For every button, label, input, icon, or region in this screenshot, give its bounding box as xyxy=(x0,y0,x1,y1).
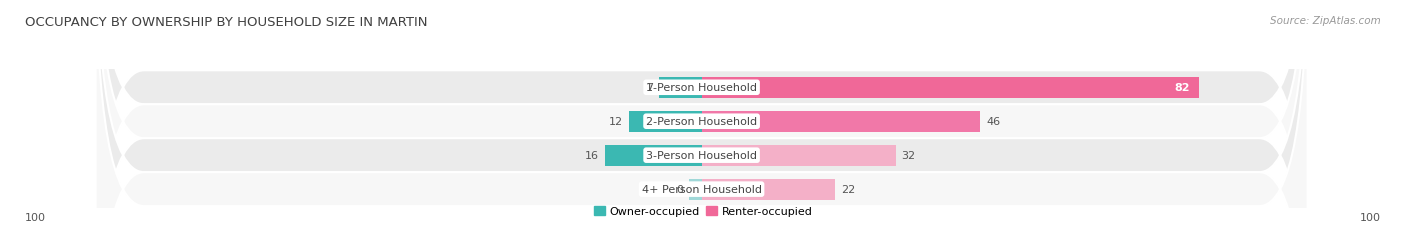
Bar xyxy=(702,77,1198,98)
Text: 12: 12 xyxy=(609,117,623,127)
Bar xyxy=(702,179,835,200)
Text: OCCUPANCY BY OWNERSHIP BY HOUSEHOLD SIZE IN MARTIN: OCCUPANCY BY OWNERSHIP BY HOUSEHOLD SIZE… xyxy=(25,16,427,29)
Text: 1-Person Household: 1-Person Household xyxy=(647,83,756,93)
Text: 82: 82 xyxy=(1174,83,1189,93)
Text: Source: ZipAtlas.com: Source: ZipAtlas.com xyxy=(1270,16,1381,26)
Bar xyxy=(659,77,702,98)
FancyBboxPatch shape xyxy=(96,0,1308,231)
FancyBboxPatch shape xyxy=(96,0,1308,231)
Text: 46: 46 xyxy=(987,117,1001,127)
FancyBboxPatch shape xyxy=(96,0,1308,231)
Text: 32: 32 xyxy=(901,151,915,161)
Text: 100: 100 xyxy=(25,213,46,222)
Bar xyxy=(689,179,702,200)
Text: 4+ Person Household: 4+ Person Household xyxy=(641,184,762,194)
Text: 3-Person Household: 3-Person Household xyxy=(647,151,756,161)
Legend: Owner-occupied, Renter-occupied: Owner-occupied, Renter-occupied xyxy=(589,202,817,221)
Text: 16: 16 xyxy=(585,151,599,161)
Text: 2-Person Household: 2-Person Household xyxy=(645,117,758,127)
Bar xyxy=(702,111,980,132)
Text: 100: 100 xyxy=(1360,213,1381,222)
FancyBboxPatch shape xyxy=(96,0,1308,231)
Text: 7: 7 xyxy=(645,83,654,93)
Text: 0: 0 xyxy=(676,184,683,194)
Bar xyxy=(628,111,702,132)
Bar xyxy=(605,145,702,166)
Bar xyxy=(702,145,896,166)
Text: 22: 22 xyxy=(841,184,855,194)
